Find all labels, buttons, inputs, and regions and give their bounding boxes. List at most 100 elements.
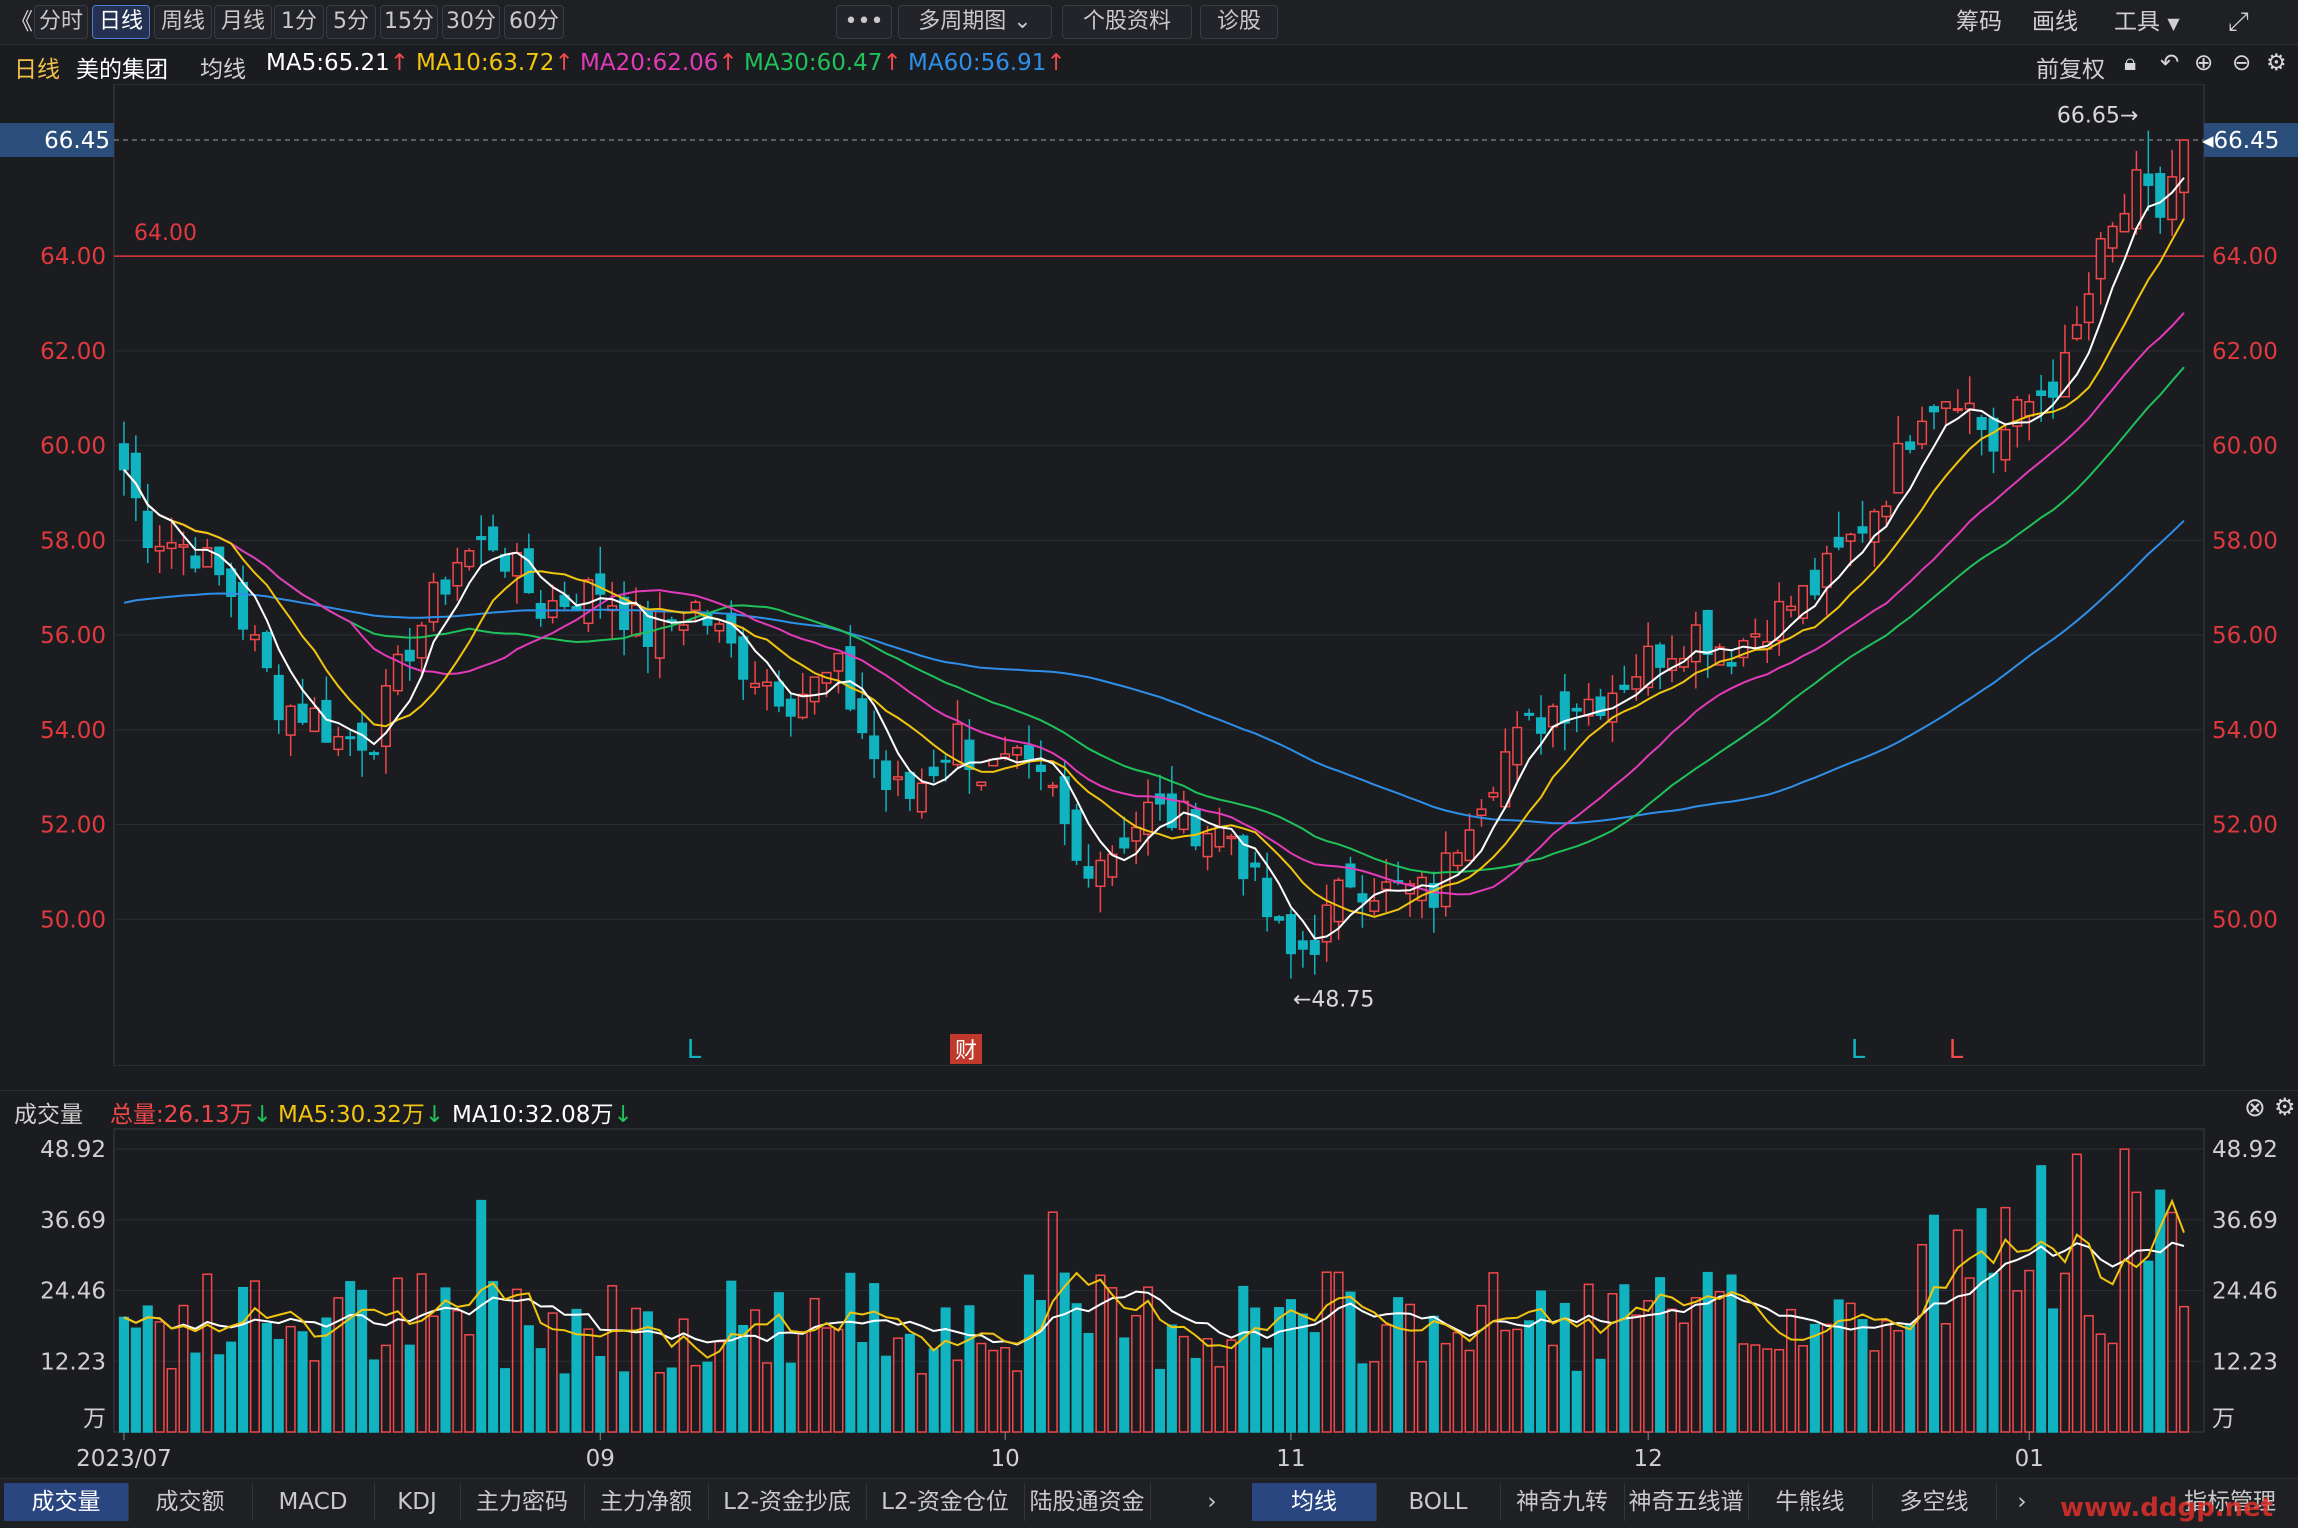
period-button-2[interactable]: 周线	[154, 5, 212, 39]
indicator-tab-5[interactable]: 主力净额	[584, 1483, 709, 1521]
ma-label[interactable]: 均线	[200, 57, 246, 83]
period-button-5[interactable]: 5分	[326, 5, 376, 39]
candle-body	[2071, 324, 2082, 340]
watermark: www.ddgp.net	[2060, 1493, 2274, 1523]
candle-body	[499, 554, 511, 572]
period-button-6[interactable]: 15分	[380, 5, 438, 39]
overlay-tab-2[interactable]: 神奇九转	[1500, 1483, 1625, 1521]
volume-bar	[642, 1311, 653, 1433]
indicator-tab-1[interactable]: 成交额	[128, 1483, 253, 1521]
back-icon[interactable]: 《	[10, 9, 33, 35]
vol-tick-right: 48.92	[2212, 1137, 2278, 1163]
overlay-tab-4[interactable]: 牛熊线	[1748, 1483, 1873, 1521]
candle-body	[2012, 399, 2023, 427]
volume-bar	[357, 1289, 368, 1433]
down-arrow-icon: ↓	[424, 1102, 445, 1128]
event-marker: 财	[955, 1039, 977, 1064]
tools-label: 工具	[2114, 9, 2160, 35]
candle-body	[690, 601, 701, 612]
ma10-line	[123, 218, 2185, 918]
candle-body	[118, 443, 129, 471]
volume-total-text: 总量:26.13万	[110, 1102, 253, 1128]
chip-button[interactable]: 筹码	[1956, 9, 2002, 35]
indicator-tab-0[interactable]: 成交量	[4, 1483, 129, 1521]
volume-bar	[881, 1355, 892, 1433]
y-tick-right: 50.00	[2212, 907, 2278, 933]
candle-body	[1738, 639, 1749, 659]
indicator-tab-2[interactable]: MACD	[252, 1483, 375, 1521]
close-icon[interactable]: ⊗	[2244, 1093, 2266, 1123]
volume-bar	[261, 1322, 272, 1433]
period-button-4[interactable]: 1分	[274, 5, 324, 39]
candle-body	[1512, 726, 1523, 766]
volume-title: 成交量	[14, 1102, 83, 1128]
x-tick-label: 10	[991, 1446, 1020, 1472]
period-button-8[interactable]: 60分	[504, 5, 564, 39]
candle-body	[2119, 212, 2130, 233]
volume-bar	[1071, 1303, 1082, 1433]
stock-profile-button[interactable]: 个股资料	[1062, 5, 1192, 39]
price-chart[interactable]: 64.00 64.00 62.00 62.00 60.00 60.00 58.00 58.00…	[0, 84, 2298, 1066]
indicator-tab-6[interactable]: L2-资金抄底	[708, 1483, 867, 1521]
draw-button[interactable]: 画线	[2032, 9, 2078, 35]
candle-body	[1119, 837, 1130, 849]
candle-body	[1107, 853, 1118, 878]
indicator-tab-3[interactable]: KDJ	[374, 1483, 461, 1521]
volume-bar	[1214, 1366, 1225, 1433]
period-button-1[interactable]: 日线	[92, 5, 150, 39]
candle-body	[214, 546, 225, 576]
overlay-tab-5[interactable]: 多空线	[1872, 1483, 1997, 1521]
volume-bar	[142, 1305, 153, 1433]
settings-icon[interactable]: ⚙	[2266, 50, 2287, 76]
candle-body	[928, 766, 939, 777]
zoom-in-icon[interactable]: ⊕	[2194, 50, 2214, 76]
low-annotation: ←48.75	[1293, 987, 1374, 1012]
period-button-3[interactable]: 月线	[214, 5, 272, 39]
lock-icon[interactable]: 🔒︎	[2124, 50, 2137, 76]
diagnose-button[interactable]: 诊股	[1200, 5, 1278, 39]
indicator-manage-button[interactable]: 指标管理	[2184, 1489, 2276, 1515]
volume-bar	[547, 1312, 558, 1433]
vol-tick-right: 36.69	[2212, 1208, 2278, 1234]
indicator-tab-8[interactable]: 陆股通资金	[1024, 1483, 1151, 1521]
fq-button[interactable]: 前复权	[2036, 57, 2105, 83]
undo-icon[interactable]: ↶	[2160, 50, 2180, 76]
indicator-tab-4[interactable]: 主力密码	[460, 1483, 585, 1521]
tab-scroll-right-icon[interactable]: ›	[2017, 1489, 2027, 1515]
vol-tick-left: 24.46	[40, 1279, 106, 1305]
candle-body	[1154, 793, 1165, 805]
volume-bar	[321, 1317, 332, 1433]
indicator-tab-7[interactable]: L2-资金仓位	[866, 1483, 1025, 1521]
down-arrow-icon: ↓	[613, 1102, 633, 1128]
period-button-7[interactable]: 30分	[442, 5, 500, 39]
volume-bar	[428, 1315, 439, 1433]
volume-bar	[2036, 1165, 2047, 1433]
overlay-tab-3[interactable]: 神奇五线谱	[1624, 1483, 1749, 1521]
volume-bar	[1178, 1335, 1189, 1433]
volume-bar	[2048, 1308, 2059, 1433]
volume-bar	[118, 1316, 129, 1433]
volume-chart[interactable]: 48.92 48.92 36.69 36.69 24.46 24.46 12.23 12.23…	[0, 1126, 2298, 1476]
tools-button[interactable]: 工具 ▼	[2114, 6, 2180, 38]
candle-body	[1655, 644, 1666, 668]
settings-icon[interactable]: ⚙	[2274, 1093, 2296, 1121]
overlay-tab-0[interactable]: 均线	[1252, 1483, 1377, 1521]
tab-scroll-left-icon[interactable]: ›	[1207, 1489, 1217, 1515]
overlay-tab-1[interactable]: BOLL	[1376, 1483, 1501, 1521]
candle-body	[2059, 352, 2071, 398]
more-periods-button[interactable]: •••	[836, 5, 892, 39]
candle-body	[190, 555, 201, 569]
fullscreen-icon[interactable]: ⤢	[2228, 7, 2249, 37]
period-button-0[interactable]: 分时	[34, 5, 88, 39]
zoom-out-icon[interactable]: ⊖	[2232, 50, 2252, 76]
volume-bar	[2000, 1206, 2011, 1433]
volume-bar	[178, 1304, 189, 1433]
multi-period-button[interactable]: 多周期图 ⌄	[898, 5, 1052, 39]
volume-bar	[1571, 1370, 1582, 1433]
candle-body	[1309, 939, 1320, 955]
candle-body	[2179, 139, 2190, 194]
volume-bar	[869, 1283, 880, 1433]
candle-body	[1238, 835, 1249, 880]
candle-body	[2036, 390, 2047, 396]
y-tick-right: 58.00	[2212, 528, 2278, 554]
